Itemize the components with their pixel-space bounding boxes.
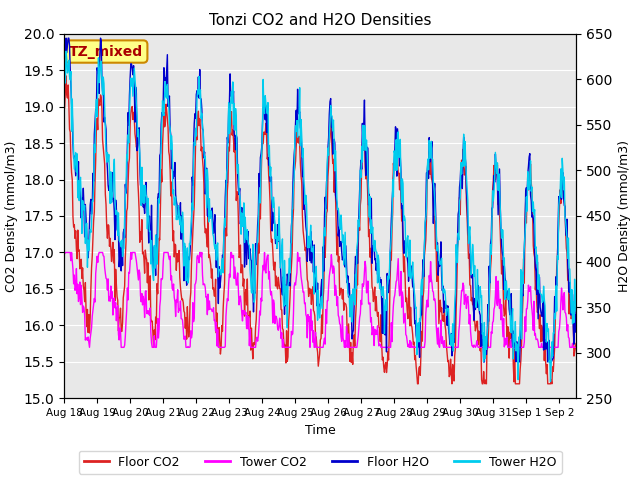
Legend: Floor CO2, Tower CO2, Floor H2O, Tower H2O: Floor CO2, Tower CO2, Floor H2O, Tower H… xyxy=(79,451,561,474)
X-axis label: Time: Time xyxy=(305,424,335,437)
Y-axis label: CO2 Density (mmol/m3): CO2 Density (mmol/m3) xyxy=(5,140,18,292)
Title: Tonzi CO2 and H2O Densities: Tonzi CO2 and H2O Densities xyxy=(209,13,431,28)
Y-axis label: H2O Density (mmol/m3): H2O Density (mmol/m3) xyxy=(618,140,630,292)
Text: TZ_mixed: TZ_mixed xyxy=(69,45,143,59)
